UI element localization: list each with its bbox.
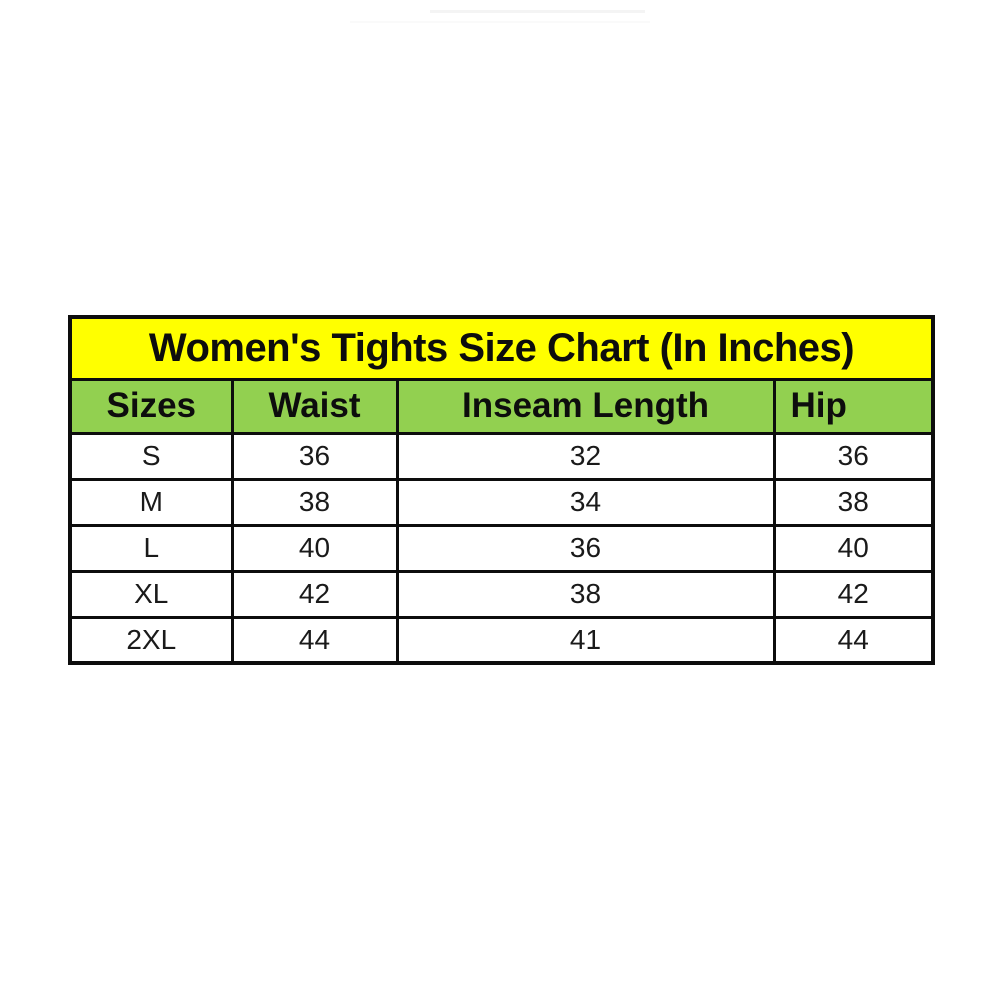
cell-inseam-length: 41 xyxy=(395,615,776,665)
cell-waist: 40 xyxy=(230,523,399,573)
scan-artifact-line-secondary xyxy=(350,21,650,23)
cell-size: L xyxy=(68,523,234,573)
cell-waist: 36 xyxy=(230,431,399,481)
table-row-l: L 40 36 40 xyxy=(68,523,935,573)
table-row-2xl: 2XL 44 41 44 xyxy=(68,615,935,665)
column-header-inseam-length: Inseam Length xyxy=(395,377,776,435)
cell-inseam-length: 32 xyxy=(395,431,776,481)
cell-inseam-length: 36 xyxy=(395,523,776,573)
cell-waist: 44 xyxy=(230,615,399,665)
cell-waist: 38 xyxy=(230,477,399,527)
column-header-hip: Hip xyxy=(772,377,935,435)
cell-inseam-length: 38 xyxy=(395,569,776,619)
table-row-s: S 36 32 36 xyxy=(68,431,935,481)
cell-hip: 38 xyxy=(772,477,935,527)
cell-size: S xyxy=(68,431,234,481)
cell-waist: 42 xyxy=(230,569,399,619)
size-chart-table: Women's Tights Size Chart (In Inches) Si… xyxy=(68,315,936,665)
cell-hip: 42 xyxy=(772,569,935,619)
column-header-sizes: Sizes xyxy=(68,377,234,435)
cell-size: XL xyxy=(68,569,234,619)
table-row-xl: XL 42 38 42 xyxy=(68,569,935,619)
size-chart-container: Women's Tights Size Chart (In Inches) Si… xyxy=(68,315,936,665)
table-header-row: Sizes Waist Inseam Length Hip xyxy=(68,377,935,435)
cell-size: M xyxy=(68,477,234,527)
column-header-waist: Waist xyxy=(230,377,399,435)
cell-hip: 44 xyxy=(772,615,935,665)
cell-size: 2XL xyxy=(68,615,234,665)
table-title-row: Women's Tights Size Chart (In Inches) xyxy=(68,315,935,381)
cell-hip: 40 xyxy=(772,523,935,573)
cell-hip: 36 xyxy=(772,431,935,481)
table-row-m: M 38 34 38 xyxy=(68,477,935,527)
table-title: Women's Tights Size Chart (In Inches) xyxy=(68,315,935,381)
cell-inseam-length: 34 xyxy=(395,477,776,527)
scan-artifact-line xyxy=(430,10,645,13)
